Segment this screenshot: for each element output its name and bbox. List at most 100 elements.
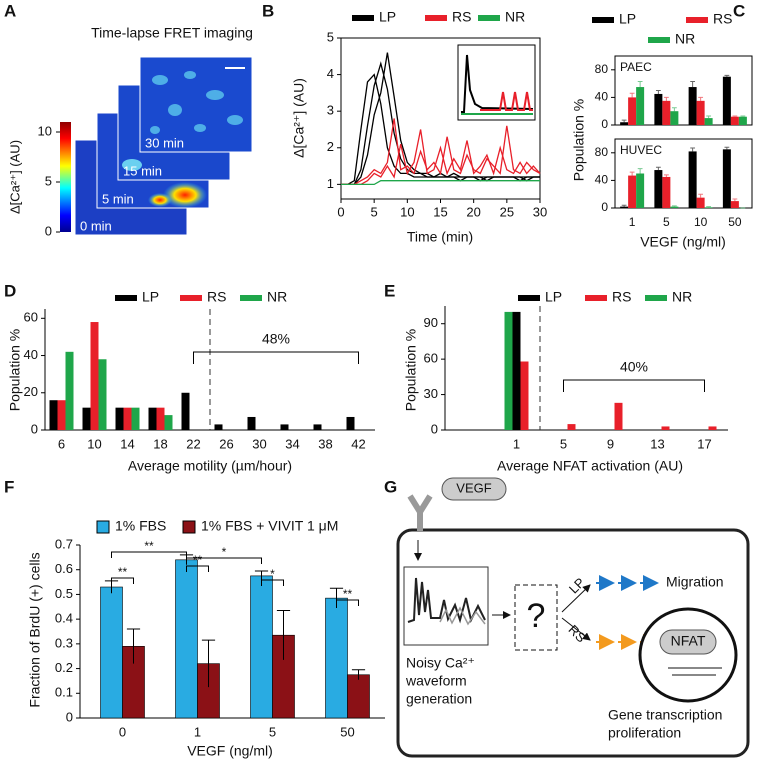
- significance-label: **: [118, 565, 128, 579]
- legend-swatch: [96, 520, 110, 534]
- legend-label: RS: [207, 289, 226, 305]
- caption: Noisy Ca²⁺: [406, 655, 475, 671]
- trace: [341, 180, 540, 186]
- error-bar: [732, 198, 738, 202]
- tick-label: 10: [38, 123, 52, 138]
- bar: [620, 206, 629, 208]
- error-bar: [698, 193, 704, 198]
- legend-swatch: [645, 295, 667, 301]
- panel-label: D: [4, 281, 16, 300]
- error-bar: [732, 115, 738, 117]
- error-bar: [706, 115, 712, 119]
- significance-bracket: [261, 579, 284, 586]
- panel-label: E: [384, 281, 395, 300]
- unknown-box: [514, 584, 558, 651]
- legend-label: 1% FBS + VIVIT 1 μM: [201, 518, 338, 534]
- x-tick-label: 1: [194, 724, 201, 739]
- nfat: [659, 629, 717, 655]
- y-tick-label: 3: [327, 103, 334, 118]
- significance-label: **: [144, 539, 154, 553]
- bar: [688, 151, 697, 208]
- x-tick-label: 30: [252, 436, 266, 451]
- x-axis-label: Time (min): [407, 229, 473, 245]
- y-tick-label: 60: [24, 310, 38, 325]
- x-tick-label: 22: [186, 436, 200, 451]
- legend-swatch: [240, 295, 262, 301]
- y-tick-label: 40: [595, 90, 609, 104]
- panel-label: F: [4, 477, 14, 496]
- error-bar: [276, 609, 291, 660]
- legend-label: NR: [675, 31, 695, 47]
- error-bar: [621, 204, 627, 207]
- bar: [567, 424, 576, 430]
- bar: [175, 559, 198, 719]
- x-tick-label: 13: [650, 436, 664, 451]
- legend-label: RS: [713, 11, 732, 27]
- error-bar: [671, 205, 677, 207]
- nfat-label: NFAT: [671, 633, 706, 649]
- x-tick-label: 42: [351, 436, 365, 451]
- significance-label: **: [193, 553, 203, 567]
- bar: [49, 400, 58, 430]
- legend-label: NR: [267, 289, 287, 305]
- legend-label: NR: [672, 289, 692, 305]
- error-bar: [201, 639, 216, 688]
- frame: [139, 56, 253, 153]
- bar: [250, 575, 273, 719]
- legend-label: LP: [619, 11, 636, 27]
- x-tick-label: 9: [607, 436, 614, 451]
- bar: [661, 426, 670, 430]
- colorbar: [60, 122, 71, 232]
- bar: [347, 674, 370, 719]
- error-bar: [621, 119, 627, 123]
- x-tick-label: 50: [728, 215, 742, 229]
- x-axis-label: Average motility (µm/hour): [128, 458, 292, 474]
- waveform: [407, 577, 486, 624]
- ligand-label: VEGF: [456, 480, 491, 495]
- inset: [457, 44, 536, 121]
- output-label: Migration: [666, 574, 724, 590]
- error-bar: [637, 168, 643, 174]
- y-axis-label: Population %: [571, 99, 587, 182]
- x-tick-label: 14: [120, 436, 134, 451]
- error-bar: [690, 147, 696, 152]
- fret-panel: Time-lapse FRET imaging 0 min 5 min 15 m…: [7, 25, 253, 236]
- legend-label: LP: [379, 9, 396, 25]
- bar: [280, 424, 289, 430]
- legend-swatch: [180, 295, 202, 301]
- bar: [131, 407, 140, 430]
- bar: [628, 97, 637, 125]
- bar: [636, 87, 645, 125]
- waveform: [439, 606, 486, 626]
- y-axis-label: Fraction of BrdU (+) cells: [27, 552, 43, 707]
- y-tick-label: 0: [31, 421, 38, 436]
- legend-swatch: [585, 295, 607, 301]
- error-bar: [706, 206, 712, 208]
- x-axis-label: VEGF (ng/ml): [640, 234, 726, 250]
- bar: [148, 407, 157, 430]
- annotation: 40%: [620, 359, 648, 375]
- colorbar-label: Δ[Ca²⁺] (AU): [7, 140, 22, 214]
- bar: [662, 100, 671, 125]
- bar: [156, 407, 165, 430]
- legend-swatch: [518, 295, 540, 301]
- legend-label: RS: [612, 289, 631, 305]
- bracket: [193, 351, 359, 364]
- bar: [722, 76, 731, 125]
- significance-label: *: [222, 545, 227, 559]
- arrow: [561, 617, 591, 641]
- plot-frame: [614, 138, 753, 209]
- y-tick-label: 0: [601, 200, 608, 214]
- error-bar: [655, 90, 661, 94]
- legend-label: NR: [505, 9, 525, 25]
- legend-swatch: [648, 37, 670, 43]
- frame-label: 5 min: [102, 191, 134, 206]
- bar: [688, 87, 697, 125]
- bar: [662, 176, 671, 208]
- x-tick-label: 34: [285, 436, 299, 451]
- legend-label: RS: [452, 9, 471, 25]
- legend-label: LP: [545, 289, 562, 305]
- bar: [708, 426, 717, 430]
- legend-swatch: [592, 17, 614, 23]
- error-bar: [724, 146, 730, 150]
